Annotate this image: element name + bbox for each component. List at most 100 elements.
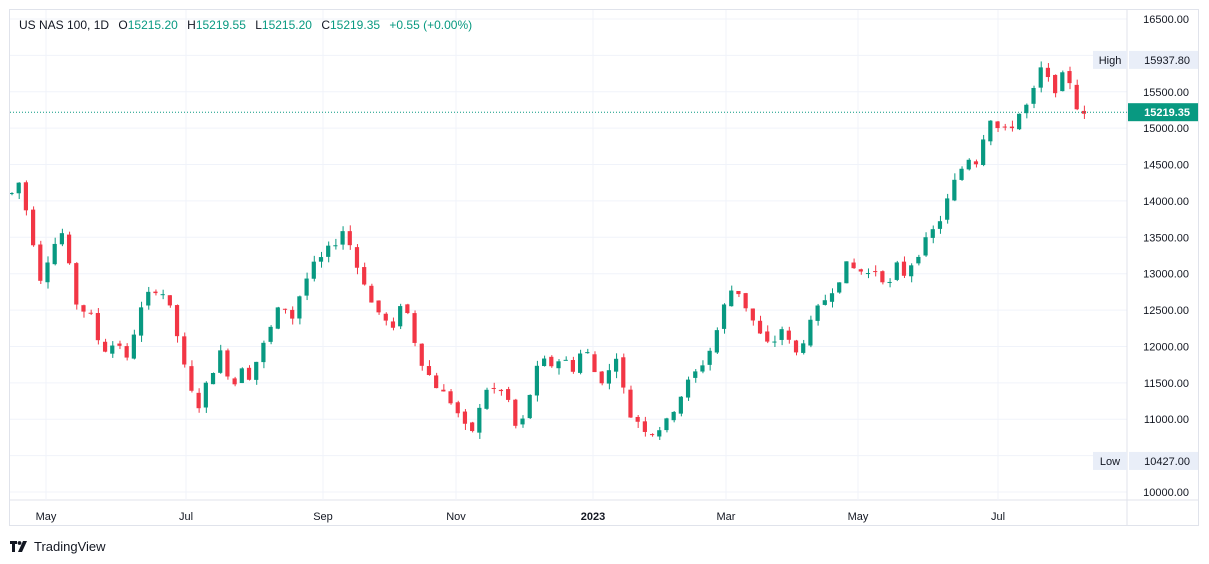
candle-body bbox=[937, 221, 943, 229]
candle-down bbox=[455, 400, 460, 418]
candle-body bbox=[894, 262, 899, 280]
chart-legend: US NAS 100, 1D O15215.20 H15219.55 L1521… bbox=[19, 18, 472, 32]
candle-down bbox=[1081, 105, 1087, 119]
candle-body bbox=[484, 389, 489, 409]
candle-up bbox=[304, 272, 309, 301]
candle-body bbox=[275, 307, 280, 329]
candle-body bbox=[714, 330, 719, 353]
candle-body bbox=[930, 229, 935, 238]
candle-up bbox=[261, 340, 266, 369]
tradingview-brand[interactable]: TradingView bbox=[10, 539, 106, 554]
candle-up bbox=[542, 355, 547, 367]
candle-body bbox=[88, 312, 93, 314]
candle-down bbox=[506, 386, 511, 403]
candle-down bbox=[23, 180, 29, 216]
candle-up bbox=[700, 360, 705, 374]
candle-body bbox=[577, 353, 583, 373]
candle-body bbox=[1060, 72, 1065, 92]
candle-down bbox=[174, 304, 180, 343]
candle-body bbox=[182, 336, 187, 365]
candle-body bbox=[664, 418, 669, 431]
candle-body bbox=[865, 273, 871, 275]
candle-body bbox=[822, 300, 827, 305]
candle-down bbox=[570, 356, 576, 374]
candle-up bbox=[613, 353, 619, 379]
candle-body bbox=[261, 342, 266, 363]
candle-down bbox=[491, 382, 496, 394]
candle-body bbox=[592, 354, 597, 373]
candle-body bbox=[606, 370, 611, 384]
candle-body bbox=[966, 159, 971, 170]
candle-body bbox=[282, 308, 288, 310]
candle-body bbox=[376, 300, 381, 313]
candle-body bbox=[1031, 87, 1036, 104]
candle-body bbox=[448, 391, 453, 404]
candle-body bbox=[765, 331, 770, 342]
candle-down bbox=[786, 326, 791, 344]
y-tick-label: 16500.00 bbox=[1143, 14, 1189, 26]
candle-up bbox=[887, 278, 892, 288]
candle-body bbox=[369, 285, 374, 303]
candle-down bbox=[880, 270, 885, 285]
candle-up bbox=[693, 369, 698, 383]
candle-body bbox=[513, 399, 518, 426]
candle-up bbox=[52, 237, 57, 266]
candle-body bbox=[642, 421, 647, 432]
candle-down bbox=[354, 244, 360, 275]
candle-body bbox=[95, 312, 100, 341]
candle-down bbox=[182, 332, 187, 368]
candle-body bbox=[239, 368, 244, 384]
candle-down bbox=[743, 292, 748, 312]
candle-down bbox=[448, 389, 453, 405]
candle-down bbox=[369, 283, 374, 303]
candle-body bbox=[225, 350, 230, 377]
candle-down bbox=[81, 304, 86, 318]
chart-frame[interactable]: 16500.0016000.0015500.0015000.0014500.00… bbox=[9, 9, 1199, 526]
candle-body bbox=[398, 306, 403, 327]
candle-body bbox=[390, 321, 396, 328]
candle-down bbox=[635, 415, 640, 428]
low-value-text: 10427.00 bbox=[1144, 456, 1190, 468]
candle-down bbox=[441, 384, 446, 392]
candle-down bbox=[290, 306, 295, 325]
high-label-text: High bbox=[1099, 55, 1122, 67]
high-value-text: 15937.80 bbox=[1144, 55, 1190, 67]
candle-body bbox=[873, 271, 878, 273]
candle-up bbox=[894, 260, 899, 282]
candle-up bbox=[160, 289, 165, 300]
candle-body bbox=[981, 139, 986, 165]
candle-up bbox=[311, 255, 316, 282]
candle-up bbox=[657, 426, 662, 440]
candlestick-chart[interactable]: 16500.0016000.0015500.0015000.0014500.00… bbox=[10, 10, 1198, 525]
candle-body bbox=[721, 304, 727, 329]
candle-up bbox=[844, 261, 849, 284]
legend-high-value: 15219.55 bbox=[195, 18, 246, 32]
candle-body bbox=[340, 231, 345, 245]
candle-body bbox=[419, 343, 424, 366]
candle-body bbox=[426, 366, 432, 376]
candle-body bbox=[1024, 104, 1029, 114]
low-label-text: Low bbox=[1100, 456, 1120, 468]
candle-down bbox=[196, 388, 201, 413]
candle-body bbox=[556, 361, 561, 369]
candle-up bbox=[577, 349, 583, 375]
candle-body bbox=[671, 411, 676, 421]
candle-up bbox=[527, 394, 532, 420]
candle-down bbox=[124, 343, 129, 361]
candle-body bbox=[649, 434, 655, 436]
legend-open-label: O bbox=[118, 18, 128, 32]
candle-up bbox=[930, 225, 935, 244]
candle-body bbox=[757, 320, 763, 334]
candle-up bbox=[131, 329, 136, 360]
candle-body bbox=[491, 387, 496, 389]
candle-down bbox=[102, 338, 108, 353]
candle-body bbox=[520, 418, 525, 425]
candle-up bbox=[606, 363, 611, 390]
candle-up bbox=[729, 285, 734, 307]
candle-body bbox=[549, 356, 554, 367]
candle-body bbox=[362, 267, 367, 285]
candle-body bbox=[167, 295, 172, 306]
price-markers: 15219.35 High 15937.80 Low 10427.00 bbox=[1093, 50, 1198, 470]
candle-down bbox=[88, 309, 93, 315]
candle-down bbox=[873, 265, 878, 277]
